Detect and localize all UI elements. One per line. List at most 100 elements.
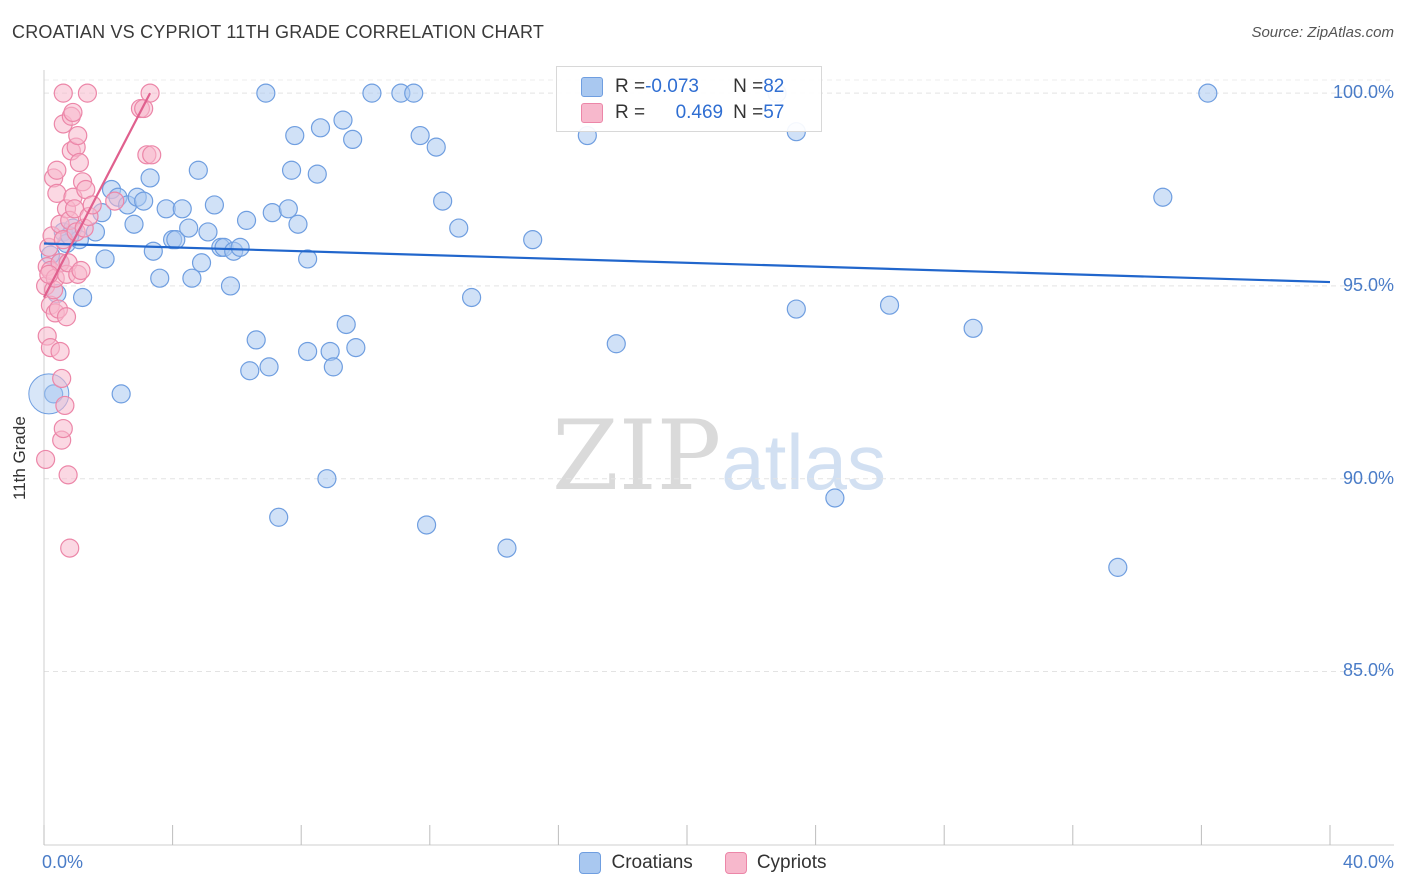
croatian-point: [317, 469, 337, 489]
croatian-point: [825, 488, 845, 508]
croatian-point: [111, 384, 131, 404]
croatian-point: [288, 214, 308, 234]
legend-n-value: 57: [763, 102, 785, 123]
cypriot-point: [53, 418, 73, 439]
croatians-swatch: [581, 77, 603, 97]
cypriot-point: [52, 368, 72, 389]
cypriots-points: [36, 83, 162, 558]
croatian-point: [1198, 83, 1218, 103]
croatian-point: [497, 538, 517, 558]
croatian-point: [259, 357, 279, 377]
croatians-legend-swatch: [579, 852, 602, 874]
legend-n-value: 82: [763, 76, 785, 97]
croatian-point: [786, 299, 806, 319]
croatian-point: [179, 218, 199, 238]
y-tick-label: 100.0%: [1332, 82, 1394, 103]
croatian-point: [320, 341, 340, 362]
y-tick-label: 90.0%: [1342, 467, 1394, 488]
trend-lines: [43, 92, 1331, 298]
y-tick-label: 95.0%: [1342, 274, 1394, 295]
croatian-point: [433, 191, 453, 211]
stats-legend: R = -0.073 N = 82 R = 0.469 N = 57: [556, 66, 822, 132]
croatian-point: [426, 137, 446, 157]
croatian-point: [240, 361, 260, 381]
croatians-points: [28, 83, 1218, 577]
y-tick-label: 85.0%: [1342, 660, 1394, 681]
legend-r-label: R =: [615, 102, 646, 123]
legend-item-cypriots[interactable]: Cypriots: [724, 852, 827, 874]
cypriot-point: [50, 341, 70, 362]
cypriot-point: [69, 152, 89, 173]
croatian-point: [172, 199, 192, 219]
croatian-point: [523, 230, 543, 250]
legend-label-cypriots: Cypriots: [756, 852, 827, 873]
croatian-point: [150, 268, 170, 288]
croatian-point: [191, 253, 212, 273]
croatian-point: [220, 276, 241, 296]
croatian-point: [230, 237, 250, 257]
croatian-point: [333, 110, 353, 130]
cypriot-point: [63, 102, 83, 123]
croatian-point: [310, 118, 331, 138]
croatian-point: [246, 330, 266, 350]
croatian-point: [95, 249, 115, 269]
croatian-point: [236, 210, 257, 230]
croatian-point: [140, 168, 160, 188]
croatian-point: [278, 199, 298, 219]
cypriot-point: [60, 538, 80, 558]
cypriot-point: [47, 183, 67, 203]
source-label: Source: ZipAtlas.com: [1251, 24, 1394, 41]
x-tick-label-min: 0.0%: [42, 852, 84, 872]
cypriot-point: [68, 125, 88, 146]
legend-label-croatians: Croatians: [611, 852, 693, 873]
legend-row-croatians: R = -0.073 N = 82: [581, 75, 784, 99]
croatian-point: [298, 249, 318, 269]
croatian-point: [281, 160, 302, 180]
croatian-point: [416, 515, 437, 535]
croatian-point: [262, 203, 282, 223]
cypriot-point: [105, 191, 125, 211]
croatian-point: [362, 83, 382, 103]
legend-row-cypriots: R = 0.469 N = 57: [581, 101, 784, 125]
croatian-point: [336, 314, 356, 335]
cypriot-point: [53, 83, 73, 103]
croatian-point: [307, 164, 327, 184]
cypriots-swatch: [581, 103, 603, 123]
croatian-point: [449, 218, 469, 238]
cypriot-point: [56, 307, 77, 327]
x-tick-label-max: 40.0%: [1342, 852, 1394, 872]
croatian-point: [269, 507, 289, 527]
cypriot-point: [55, 395, 75, 416]
cypriots-trend-line: [43, 92, 152, 298]
croatian-point: [166, 230, 186, 250]
croatian-point: [72, 287, 93, 308]
croatian-point: [1153, 187, 1173, 207]
croatian-point: [323, 357, 343, 377]
croatian-point: [346, 338, 366, 358]
croatian-point: [156, 199, 176, 219]
croatian-point: [256, 83, 276, 103]
cypriot-point: [142, 145, 162, 165]
croatian-point: [1108, 557, 1128, 577]
cypriots-legend-swatch: [724, 852, 747, 874]
croatian-point: [404, 83, 424, 103]
axes: [43, 70, 1394, 846]
croatian-point: [879, 295, 900, 315]
cypriot-point: [58, 465, 78, 485]
croatian-point: [204, 195, 224, 215]
croatian-point: [285, 125, 305, 146]
legend-r-value: -0.073: [645, 76, 699, 97]
croatian-point: [143, 241, 163, 261]
croatian-point: [198, 222, 218, 242]
cypriot-point: [77, 83, 98, 103]
croatian-point: [188, 160, 208, 180]
legend-r-value: 0.469: [675, 102, 724, 123]
croatian-point: [410, 125, 430, 146]
chart-title: CROATIAN VS CYPRIOT 11TH GRADE CORRELATI…: [12, 22, 545, 42]
legend-n-label: N =: [733, 76, 764, 97]
legend-item-croatians[interactable]: Croatians: [579, 852, 693, 874]
croatians-trend-line: [43, 242, 1331, 284]
croatian-point: [134, 191, 154, 211]
croatian-point: [298, 341, 318, 362]
